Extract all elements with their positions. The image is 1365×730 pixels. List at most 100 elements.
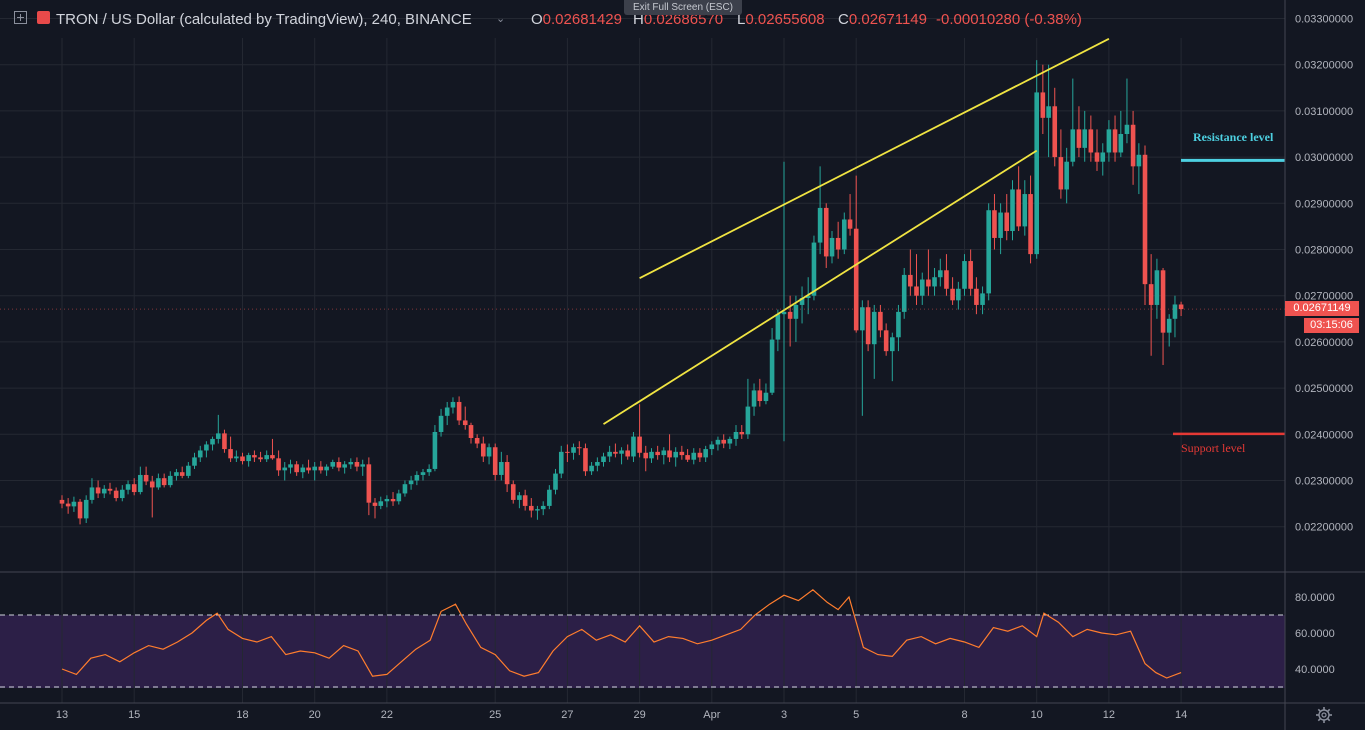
candle-body (751, 390, 757, 407)
candle-body (890, 337, 895, 352)
candle-body (974, 288, 979, 305)
candle-body (492, 447, 498, 475)
candle (179, 466, 185, 479)
candle (1052, 87, 1058, 167)
candle-body (499, 462, 504, 475)
candle (956, 281, 961, 310)
candle-body (733, 431, 739, 439)
open-value: 0.02681429 (542, 11, 622, 28)
time-tick-label: 13 (56, 709, 68, 721)
time-tick-label: 29 (633, 709, 645, 721)
candle (312, 462, 317, 481)
candle (1106, 120, 1112, 162)
candle (480, 436, 486, 463)
candle (456, 396, 462, 426)
candle-body (77, 501, 83, 519)
candle (715, 436, 721, 451)
candle (769, 328, 775, 396)
candle-body (1178, 304, 1184, 310)
candle (878, 304, 883, 338)
candle-body (1076, 129, 1082, 148)
candle (125, 480, 131, 495)
candle (883, 323, 889, 356)
ohlc-open: O0.02681429 (531, 11, 622, 28)
candle (1046, 64, 1051, 158)
candle (149, 475, 155, 518)
candle (246, 452, 251, 467)
candle (1082, 110, 1088, 162)
time-tick-label: 5 (853, 709, 859, 721)
rsi-line (61, 589, 1182, 679)
candle (438, 408, 444, 437)
candle (763, 383, 769, 405)
candle-body (1136, 154, 1142, 167)
candle (504, 455, 510, 493)
candle-body (474, 437, 480, 444)
expand-icon[interactable] (14, 11, 27, 24)
candle (264, 450, 269, 463)
candle (739, 425, 745, 439)
candle (1070, 78, 1076, 167)
candle-body (204, 444, 209, 451)
candle-body (787, 311, 793, 319)
candle (131, 478, 137, 496)
candle-body (962, 261, 967, 289)
candle (330, 459, 336, 469)
symbol-title[interactable]: TRON / US Dollar (calculated by TradingV… (56, 11, 472, 28)
candle (252, 450, 257, 463)
candle-body (926, 279, 931, 287)
exit-fullscreen-button[interactable]: Exit Full Screen (ESC) (624, 0, 742, 15)
high-key: H (633, 11, 644, 28)
candle (829, 231, 835, 264)
candle (1136, 143, 1142, 195)
candle-body (1172, 304, 1178, 319)
candle (529, 498, 534, 518)
candle (1094, 129, 1100, 171)
candle (65, 498, 71, 514)
candle-body (811, 242, 817, 296)
candle (896, 304, 901, 352)
candle-body (270, 455, 275, 459)
candle-body (264, 455, 269, 460)
candle (667, 434, 672, 463)
candle (306, 459, 311, 474)
candle-body (65, 503, 71, 507)
candle-body (763, 392, 769, 402)
candle-body (131, 484, 137, 493)
candle (661, 447, 667, 465)
candle (89, 478, 95, 504)
price-tick-label: 0.03300000 (1295, 14, 1353, 26)
candle (210, 436, 215, 451)
candle-body (354, 462, 360, 467)
candle-body (234, 456, 239, 459)
candle-body (601, 456, 606, 463)
chevron-down-icon[interactable]: ⌄ (496, 13, 506, 25)
candle-body (1058, 157, 1064, 190)
candle-body (504, 462, 510, 485)
candle (113, 487, 119, 502)
candle-body (540, 505, 546, 510)
candle-body (901, 274, 907, 312)
candle (751, 383, 757, 416)
candle (1112, 115, 1118, 162)
candle-body (192, 457, 197, 466)
rsi-band (0, 615, 1285, 688)
candle-body (450, 401, 456, 408)
candle (300, 464, 306, 479)
time-tick-label: 25 (489, 709, 501, 721)
candle (174, 468, 179, 481)
candle (258, 451, 263, 463)
candle-body (462, 420, 468, 426)
candle-body (673, 451, 678, 458)
candle (1022, 180, 1028, 236)
candle-body (258, 457, 263, 460)
candle (685, 449, 690, 463)
candle-body (914, 286, 919, 296)
channel-upper-line (639, 38, 1110, 279)
time-tick-label: 22 (381, 709, 393, 721)
candle-body (986, 210, 991, 294)
gear-icon[interactable] (1315, 706, 1333, 724)
candle-body (179, 472, 185, 476)
candle (1148, 254, 1154, 356)
